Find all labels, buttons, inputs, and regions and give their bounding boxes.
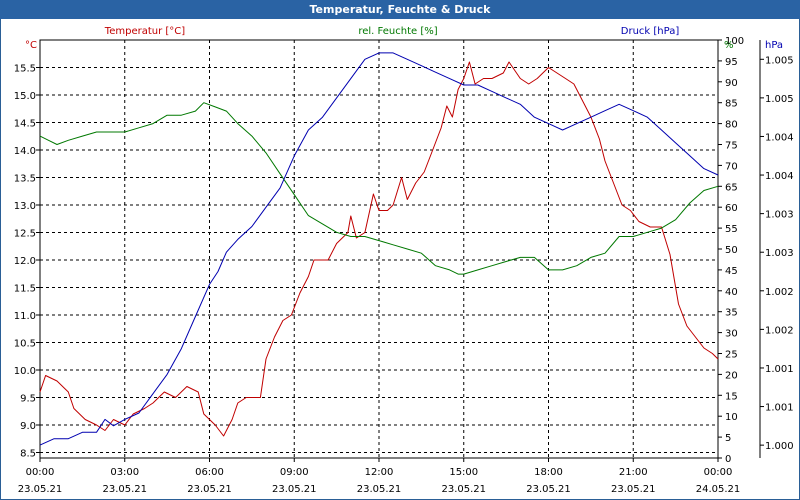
temperature-tick-label: 8.5 [20,449,36,460]
temperature-tick-label: 15.5 [14,64,36,75]
temperature-tick-label: 13.0 [14,201,36,212]
pressure-tick-label: 1.003 [765,210,794,221]
x-tick-label-date: 23.05.21 [187,484,232,495]
series-lines [39,52,719,446]
axis-labels: 00:00 23.05.21 03:00 23.05.21 06:00 23.05.21 0… [14,26,794,495]
humidity-tick-label: 70 [725,161,738,172]
humidity-series-line [39,102,719,275]
humidity-tick-label: 75 [725,141,738,152]
humidity-tick-label: 95 [725,57,738,68]
temperature-tick-label: 13.5 [14,174,36,185]
pressure-tick-label: 1.001 [765,364,794,375]
x-tick-label-time: 03:00 [110,467,139,478]
humidity-tick-label: 55 [725,224,738,235]
x-tick-label-time: 12:00 [365,467,394,478]
humidity-tick-label: 100 [725,36,744,47]
x-tick-label-date: 23.05.21 [272,484,317,495]
pressure-tick-label: 1.005 [765,55,794,66]
pressure-series-line [39,52,719,446]
pressure-tick-label: 1.002 [765,325,794,336]
x-tick-label-time: 09:00 [280,467,309,478]
temperature-tick-label: 12.0 [14,256,36,267]
x-tick-label-date: 23.05.21 [526,484,571,495]
x-tick-label-time: 15:00 [449,467,478,478]
humidity-tick-label: 85 [725,99,738,110]
gridlines [40,40,718,458]
temperature-tick-label: 12.5 [14,229,36,240]
x-tick-label-time: 21:00 [619,467,648,478]
x-tick-label-date: 23.05.21 [18,484,63,495]
humidity-tick-label: 40 [725,287,738,298]
humidity-tick-label: 5 [725,433,731,444]
humidity-tick-label: 50 [725,245,738,256]
x-tick-label-date: 24.05.21 [696,484,741,495]
x-tick-label-date: 23.05.21 [441,484,486,495]
humidity-tick-label: 60 [725,203,738,214]
temperature-axis-title: Temperatur [°C] [104,26,185,37]
pressure-tick-label: 1.005 [765,94,794,105]
humidity-unit-label: % [724,40,734,51]
temperature-tick-label: 9.0 [20,421,36,432]
x-tick-label-date: 23.05.21 [102,484,147,495]
pressure-unit-label: hPa [765,40,783,51]
pressure-tick-label: 1.004 [765,171,794,182]
x-tick-label-time: 18:00 [534,467,563,478]
humidity-tick-label: 20 [725,370,738,381]
humidity-tick-label: 10 [725,412,738,423]
pressure-tick-label: 1.003 [765,248,794,259]
pressure-axis-title: Druck [hPa] [621,26,680,37]
humidity-tick-label: 0 [725,454,731,465]
humidity-axis-title: rel. Feuchte [%] [358,26,437,37]
humidity-tick-label: 90 [725,78,738,89]
x-tick-label-date: 23.05.21 [611,484,656,495]
temperature-tick-label: 15.0 [14,91,36,102]
pressure-tick-label: 1.000 [765,441,794,452]
humidity-tick-label: 80 [725,120,738,131]
axes [36,39,764,462]
humidity-tick-label: 45 [725,266,738,277]
temperature-tick-label: 9.5 [20,394,36,405]
pressure-tick-label: 1.001 [765,403,794,414]
x-tick-label-time: 06:00 [195,467,224,478]
pressure-tick-label: 1.002 [765,287,794,298]
humidity-tick-label: 30 [725,329,738,340]
temperature-tick-label: 11.5 [14,284,36,295]
window-title: Temperatur, Feuchte & Druck [0,0,800,19]
humidity-tick-label: 65 [725,182,738,193]
temperature-tick-label: 14.0 [14,146,36,157]
x-tick-label-date: 23.05.21 [357,484,402,495]
temperature-unit-label: °C [25,40,37,51]
humidity-tick-label: 15 [725,391,738,402]
x-tick-label-time: 00:00 [26,467,55,478]
humidity-tick-label: 35 [725,308,738,319]
temperature-tick-label: 10.5 [14,339,36,350]
temperature-tick-label: 10.0 [14,366,36,377]
temperature-tick-label: 11.0 [14,311,36,322]
temperature-tick-label: 14.5 [14,119,36,130]
x-tick-label-time: 00:00 [704,467,733,478]
humidity-tick-label: 25 [725,350,738,361]
pressure-tick-label: 1.004 [765,132,794,143]
